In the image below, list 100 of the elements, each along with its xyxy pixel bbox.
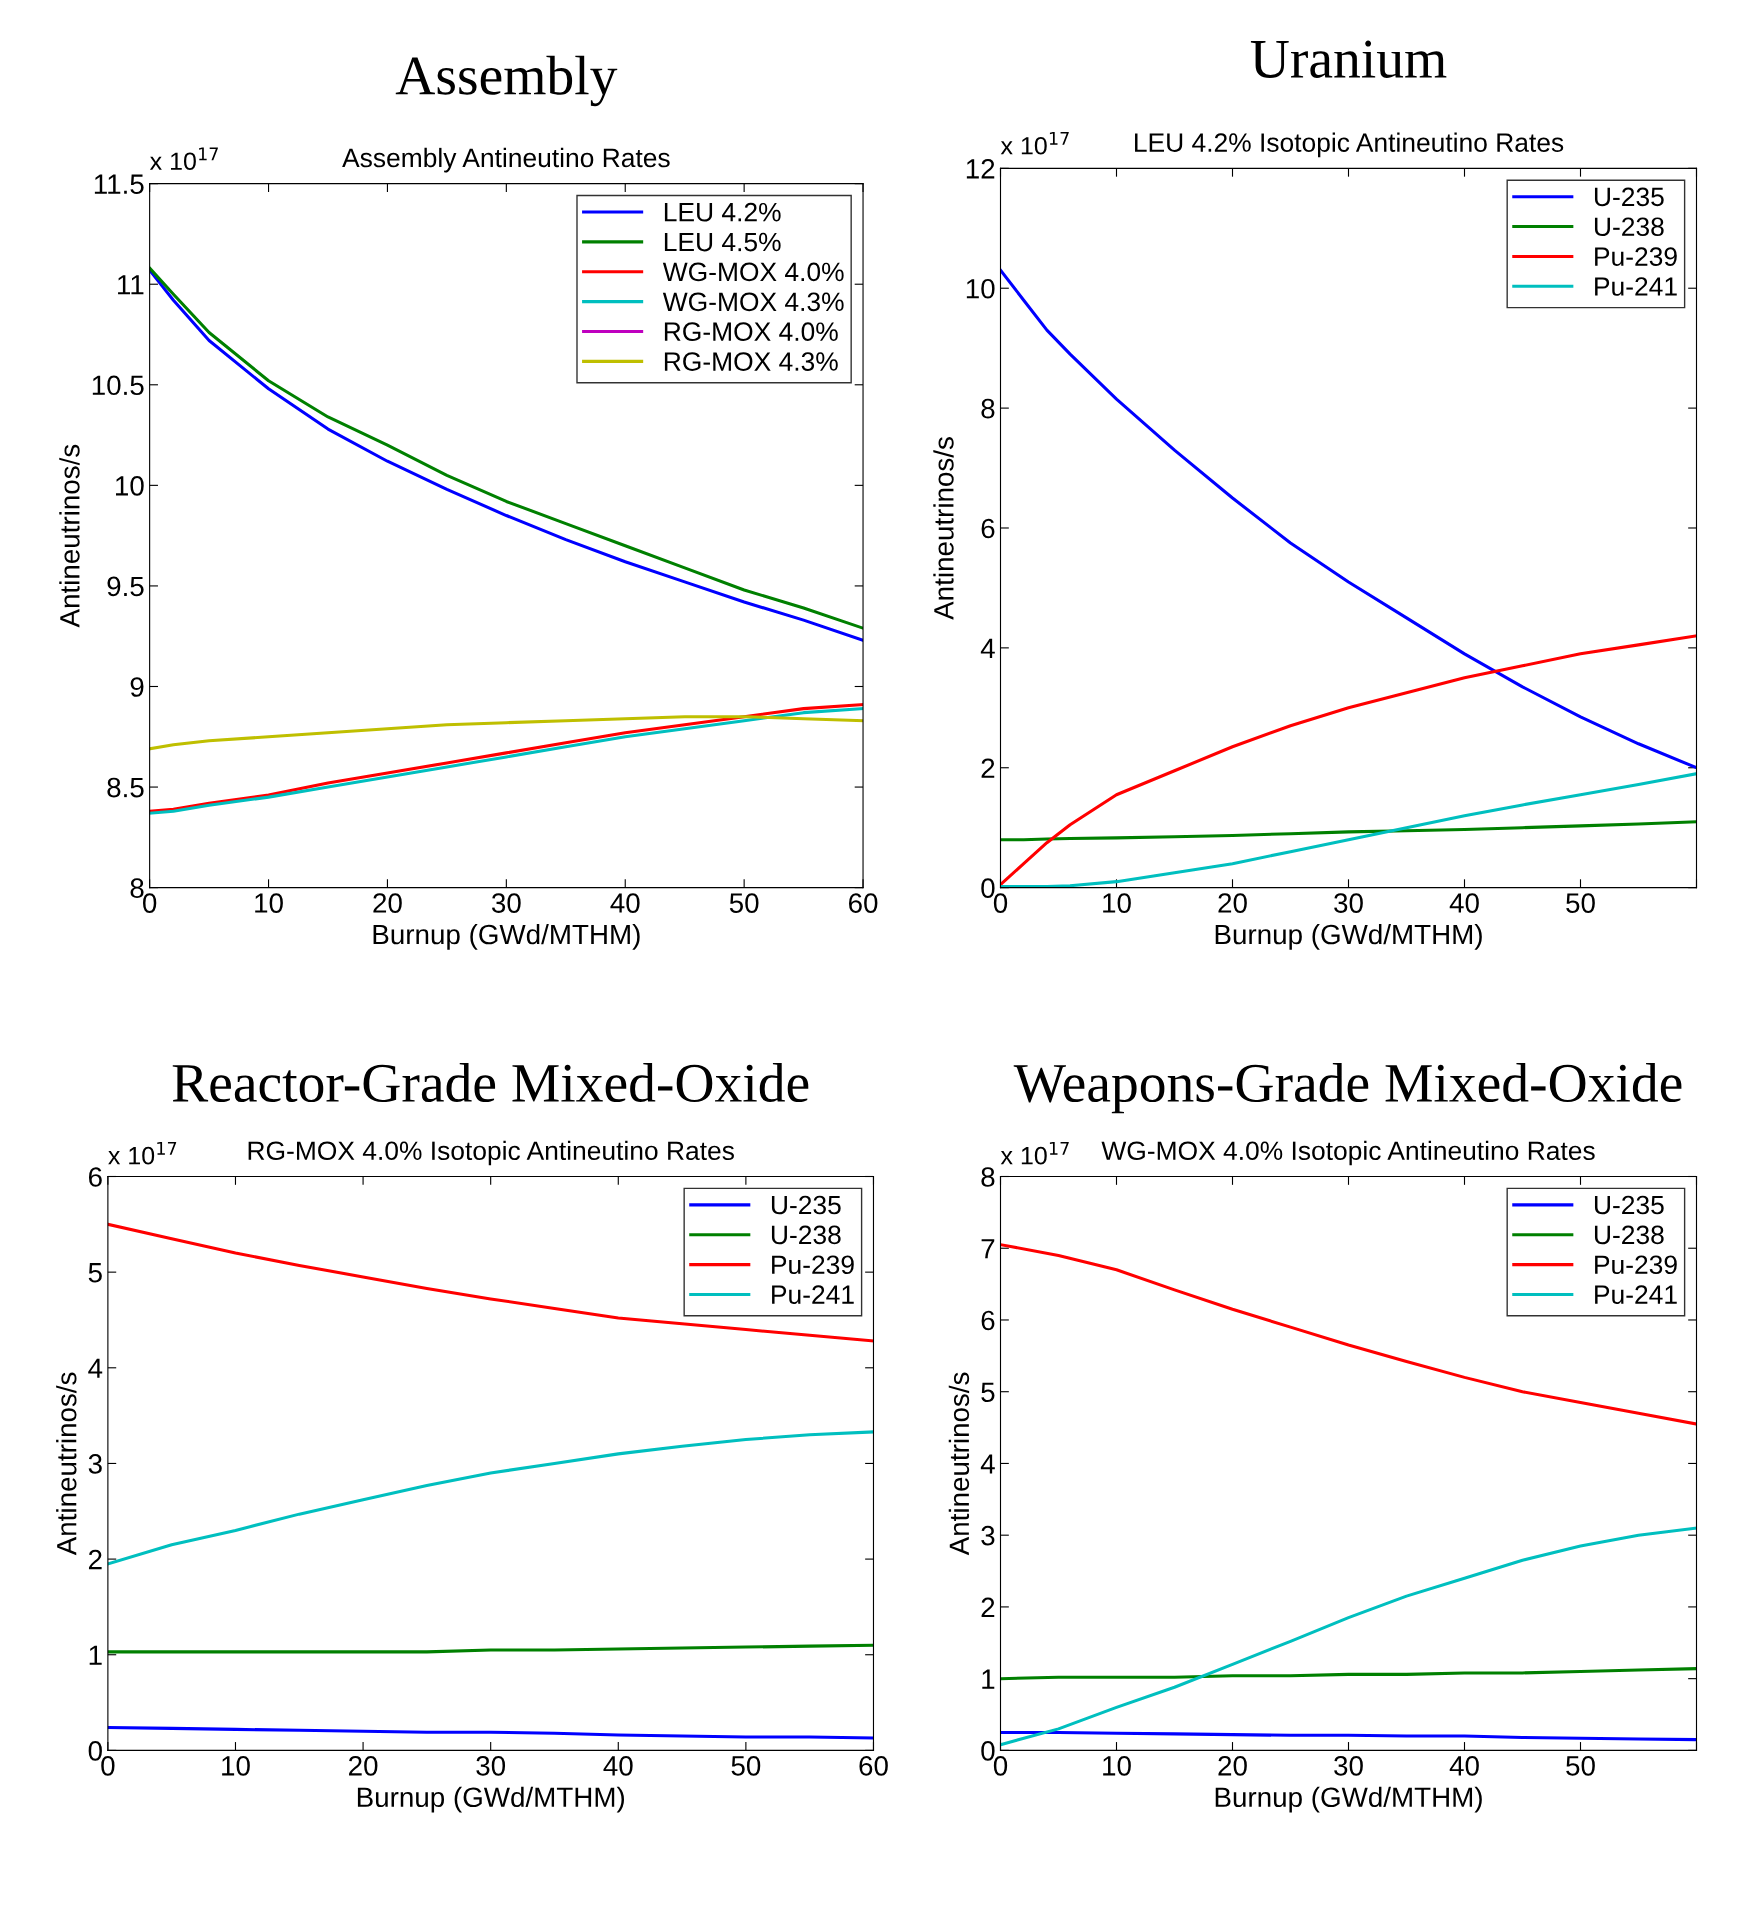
y-tick-label: 8 <box>130 878 144 898</box>
y-tick-label: 3 <box>88 1454 102 1474</box>
y-tick-label: 0 <box>88 1741 102 1761</box>
legend-label: Pu-239 <box>1595 1255 1677 1275</box>
text: x 10$^{17}$ <box>149 147 218 171</box>
y-tick-label: 11.5 <box>94 174 144 194</box>
x-tick-label: 20 <box>373 893 402 913</box>
line-series <box>1000 268 1697 770</box>
y-tick-label: 3 <box>981 1525 995 1546</box>
y-tick-label: 2 <box>88 1549 102 1570</box>
x-axis-title: Burnup (GWd/MTHM) <box>357 1786 625 1813</box>
y-tick-label: 2 <box>981 758 995 778</box>
x-tick-label: 30 <box>1334 1755 1363 1776</box>
x-tick-label: 30 <box>491 893 521 913</box>
x-axis-title: Burnup (GWd/MTHM) <box>1215 923 1482 950</box>
text: x 10$^{17}$ <box>1000 1141 1069 1165</box>
x-tick-label: 50 <box>731 1755 761 1776</box>
y-tick-label: 9 <box>130 677 144 697</box>
legend-label: U-235 <box>1594 187 1664 207</box>
x-tick-label: 50 <box>729 893 759 913</box>
legend-label: U-238 <box>1594 217 1664 237</box>
y-tick-label: 2 <box>981 1597 995 1617</box>
y-tick-label: 7 <box>981 1239 995 1259</box>
chart-title: Uranium <box>1250 40 1447 78</box>
y-tick-label: 4 <box>980 638 995 658</box>
legend-label: RG-MOX 4.0% <box>664 322 838 342</box>
x-tick-label: 30 <box>476 1755 506 1776</box>
x-tick-label: 60 <box>859 1755 888 1776</box>
x-tick-label: 20 <box>1218 893 1247 913</box>
y-tick-label: 6 <box>981 518 995 539</box>
x-tick-label: 10 <box>222 1755 250 1776</box>
text: x 10$^{17}$ <box>108 1141 177 1165</box>
y-tick-label: 8 <box>981 1167 995 1187</box>
x-tick-label: 40 <box>1449 893 1479 913</box>
x-axis-title: Burnup (GWd/MTHM) <box>1215 1786 1482 1813</box>
y-tick-label: 4 <box>88 1358 103 1378</box>
line-series <box>107 1643 874 1654</box>
legend-label: Pu-241 <box>1595 277 1677 296</box>
legend-label: U-238 <box>1594 1225 1664 1245</box>
x-tick-label: 10 <box>255 893 283 913</box>
x-tick-label: 60 <box>849 893 878 913</box>
y-tick-label: 11 <box>118 275 144 295</box>
x-tick-label: 50 <box>1566 893 1595 913</box>
line-series <box>1000 1243 1697 1426</box>
x-tick-label: 40 <box>1449 1755 1479 1776</box>
text: x 10$^{17}$ <box>1000 132 1069 155</box>
chart-subtitle: WG-MOX 4.0% Isotopic Antineutino Rates <box>1101 1140 1595 1166</box>
y-tick-label: 1 <box>982 1669 995 1689</box>
legend-label: U-235 <box>1594 1195 1664 1215</box>
legend-label: U-235 <box>771 1195 841 1215</box>
x-tick-label: 10 <box>1103 1755 1131 1776</box>
y-tick-label: 9.5 <box>107 576 144 597</box>
y-axis-title: Antineutrinos/s <box>933 437 954 620</box>
x-tick-label: 10 <box>1103 893 1131 913</box>
legend-label: Pu-239 <box>772 1255 854 1275</box>
legend-label: WG-MOX 4.3% <box>662 292 844 312</box>
y-tick-label: 8.5 <box>107 777 144 798</box>
legend-label: LEU 4.2% <box>664 202 781 222</box>
y-tick-label: 5 <box>88 1263 102 1283</box>
chart-subtitle: LEU 4.2% Isotopic Antineutino Rates <box>1135 132 1564 158</box>
y-tick-label: 5 <box>981 1382 995 1403</box>
y-tick-label: 10 <box>116 476 144 496</box>
x-tick-label: 40 <box>610 893 640 913</box>
y-tick-label: 0 <box>981 1741 995 1761</box>
y-axis-title: Antineutrinos/s <box>59 444 80 628</box>
legend-label: RG-MOX 4.3% <box>664 352 838 371</box>
y-tick-label: 10.5 <box>92 375 144 396</box>
legend-label: U-238 <box>771 1225 841 1245</box>
x-tick-label: 0 <box>143 893 157 913</box>
line-series <box>107 1430 874 1566</box>
y-axis-title: Antineutrinos/s <box>56 1372 77 1556</box>
x-axis-title: Burnup (GWd/MTHM) <box>373 923 640 950</box>
x-tick-label: 40 <box>603 1755 633 1776</box>
y-tick-label: 4 <box>980 1454 995 1474</box>
legend-label: Pu-241 <box>772 1285 854 1304</box>
x-tick-label: 20 <box>349 1755 378 1776</box>
line-series <box>1000 820 1697 842</box>
legend-label: WG-MOX 4.0% <box>662 262 844 282</box>
y-axis-title: Antineutrinos/s <box>948 1372 970 1556</box>
line-series <box>107 1222 874 1343</box>
y-tick-label: 10 <box>966 278 995 299</box>
legend-label: Pu-239 <box>1595 247 1677 266</box>
line-series <box>107 1725 874 1740</box>
y-tick-label: 8 <box>981 398 995 419</box>
legend-label: Pu-241 <box>1595 1285 1677 1304</box>
chart-title: Assembly <box>395 55 618 107</box>
y-tick-label: 1 <box>89 1645 102 1665</box>
y-tick-label: 12 <box>966 159 995 179</box>
line-series <box>1000 1730 1697 1742</box>
x-tick-label: 30 <box>1334 893 1363 913</box>
line-series <box>1000 1526 1697 1747</box>
x-tick-label: 20 <box>1218 1755 1247 1776</box>
chart-subtitle: Assembly Antineutino Rates <box>342 147 670 173</box>
y-tick-label: 6 <box>88 1167 102 1187</box>
chart-subtitle: RG-MOX 4.0% Isotopic Antineutino Rates <box>248 1140 734 1166</box>
chart-title: Reactor-Grade Mixed-Oxide <box>172 1062 809 1103</box>
chart-title: Weapons-Grade Mixed-Oxide <box>1013 1062 1682 1114</box>
line-series <box>149 715 864 751</box>
line-series <box>1000 1667 1697 1681</box>
y-tick-label: 0 <box>981 878 995 898</box>
